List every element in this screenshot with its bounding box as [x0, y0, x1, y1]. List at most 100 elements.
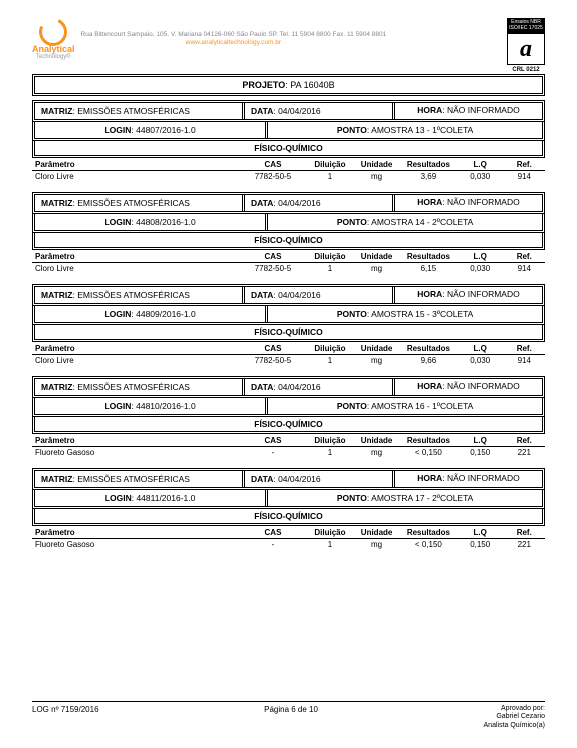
table-row: Fluoreto Gasoso - 1 mg < 0,150 0,150 221 — [32, 447, 545, 459]
company-logo: Analytical Technology® — [32, 18, 75, 60]
sample-block: MATRIZ: EMISSÕES ATMOSFÉRICAS DATA: 04/0… — [32, 468, 545, 550]
info-row-2: LOGIN: 44808/2016-1.0 PONTO: AMOSTRA 14 … — [32, 214, 545, 233]
ponto-cell: PONTO: AMOSTRA 17 - 2ºCOLETA — [268, 490, 542, 506]
table-row: Cloro Livre 7782-50-5 1 mg 6,15 0,030 91… — [32, 263, 545, 275]
col-ref: Ref. — [504, 251, 545, 263]
cert-logo-icon: a — [507, 33, 545, 65]
cell-ref: 914 — [504, 263, 545, 275]
section-header: FÍSICO-QUÍMICO — [32, 417, 545, 434]
col-cas: CAS — [239, 435, 306, 447]
col-parametro: Parâmetro — [32, 159, 239, 171]
ponto-cell: PONTO: AMOSTRA 13 - 1ºCOLETA — [268, 122, 542, 138]
cell-parametro: Fluoreto Gasoso — [32, 447, 239, 459]
cell-unidade: mg — [353, 447, 400, 459]
cell-cas: 7782-50-5 — [239, 171, 306, 183]
cell-lq: 0,150 — [457, 447, 504, 459]
cell-cas: - — [239, 539, 306, 551]
col-resultados: Resultados — [400, 159, 457, 171]
col-diluicao: Diluição — [307, 435, 354, 447]
section-header: FÍSICO-QUÍMICO — [32, 325, 545, 342]
cell-cas: - — [239, 447, 306, 459]
section-header: FÍSICO-QUÍMICO — [32, 141, 545, 158]
cell-resultados: 6,15 — [400, 263, 457, 275]
matriz-cell: MATRIZ: EMISSÕES ATMOSFÉRICAS — [35, 195, 245, 211]
cell-diluicao: 1 — [307, 171, 354, 183]
data-cell: DATA: 04/04/2016 — [245, 471, 395, 487]
col-diluicao: Diluição — [307, 527, 354, 539]
col-cas: CAS — [239, 527, 306, 539]
cell-cas: 7782-50-5 — [239, 263, 306, 275]
cert-standard: Ensaios NBR ISO/IEC 17025 — [507, 18, 545, 33]
project-bar: PROJETO: PA 16040B — [32, 74, 545, 96]
table-header-row: Parâmetro CAS Diluição Unidade Resultado… — [32, 527, 545, 539]
col-parametro: Parâmetro — [32, 435, 239, 447]
hora-cell: HORA: NÃO INFORMADO — [395, 379, 542, 395]
col-lq: L.Q — [457, 527, 504, 539]
col-cas: CAS — [239, 251, 306, 263]
table-header-row: Parâmetro CAS Diluição Unidade Resultado… — [32, 159, 545, 171]
col-ref: Ref. — [504, 527, 545, 539]
address-line: Rua Bittencourt Sampaio, 105. V. Mariana… — [81, 31, 387, 38]
col-diluicao: Diluição — [307, 343, 354, 355]
sample-block: MATRIZ: EMISSÕES ATMOSFÉRICAS DATA: 04/0… — [32, 284, 545, 366]
login-cell: LOGIN: 44807/2016-1.0 — [35, 122, 268, 138]
info-row-1: MATRIZ: EMISSÕES ATMOSFÉRICAS DATA: 04/0… — [32, 468, 545, 490]
info-row-2: LOGIN: 44807/2016-1.0 PONTO: AMOSTRA 13 … — [32, 122, 545, 141]
col-resultados: Resultados — [400, 527, 457, 539]
login-cell: LOGIN: 44809/2016-1.0 — [35, 306, 268, 322]
data-cell: DATA: 04/04/2016 — [245, 287, 395, 303]
hora-cell: HORA: NÃO INFORMADO — [395, 195, 542, 211]
table-row: Cloro Livre 7782-50-5 1 mg 9,66 0,030 91… — [32, 355, 545, 367]
matriz-cell: MATRIZ: EMISSÕES ATMOSFÉRICAS — [35, 379, 245, 395]
cell-lq: 0,030 — [457, 263, 504, 275]
cell-diluicao: 1 — [307, 263, 354, 275]
col-diluicao: Diluição — [307, 159, 354, 171]
info-row-1: MATRIZ: EMISSÕES ATMOSFÉRICAS DATA: 04/0… — [32, 100, 545, 122]
col-lq: L.Q — [457, 435, 504, 447]
login-cell: LOGIN: 44811/2016-1.0 — [35, 490, 268, 506]
info-row-1: MATRIZ: EMISSÕES ATMOSFÉRICAS DATA: 04/0… — [32, 376, 545, 398]
cell-diluicao: 1 — [307, 355, 354, 367]
col-diluicao: Diluição — [307, 251, 354, 263]
results-table: Parâmetro CAS Diluição Unidade Resultado… — [32, 435, 545, 458]
ponto-cell: PONTO: AMOSTRA 16 - 1ºCOLETA — [268, 398, 542, 414]
table-header-row: Parâmetro CAS Diluição Unidade Resultado… — [32, 343, 545, 355]
col-unidade: Unidade — [353, 251, 400, 263]
cell-parametro: Cloro Livre — [32, 263, 239, 275]
cell-parametro: Cloro Livre — [32, 171, 239, 183]
info-row-2: LOGIN: 44811/2016-1.0 PONTO: AMOSTRA 17 … — [32, 490, 545, 509]
col-lq: L.Q — [457, 343, 504, 355]
log-number: LOG nº 7159/2016 — [32, 705, 99, 714]
company-address: Rua Bittencourt Sampaio, 105. V. Mariana… — [81, 31, 387, 47]
cell-ref: 914 — [504, 355, 545, 367]
col-parametro: Parâmetro — [32, 251, 239, 263]
col-lq: L.Q — [457, 159, 504, 171]
table-header-row: Parâmetro CAS Diluição Unidade Resultado… — [32, 251, 545, 263]
cell-resultados: < 0,150 — [400, 447, 457, 459]
col-resultados: Resultados — [400, 435, 457, 447]
results-table: Parâmetro CAS Diluição Unidade Resultado… — [32, 159, 545, 182]
cell-ref: 221 — [504, 447, 545, 459]
page-footer: LOG nº 7159/2016 Página 6 de 10 Aprovado… — [32, 701, 545, 730]
sample-block: MATRIZ: EMISSÕES ATMOSFÉRICAS DATA: 04/0… — [32, 192, 545, 274]
info-row-1: MATRIZ: EMISSÕES ATMOSFÉRICAS DATA: 04/0… — [32, 284, 545, 306]
ponto-cell: PONTO: AMOSTRA 14 - 2ºCOLETA — [268, 214, 542, 230]
hora-cell: HORA: NÃO INFORMADO — [395, 471, 542, 487]
company-url: www.analyticaltechnology.com.br — [81, 39, 387, 47]
col-resultados: Resultados — [400, 343, 457, 355]
cell-resultados: 3,69 — [400, 171, 457, 183]
results-table: Parâmetro CAS Diluição Unidade Resultado… — [32, 251, 545, 274]
cell-resultados: < 0,150 — [400, 539, 457, 551]
login-cell: LOGIN: 44810/2016-1.0 — [35, 398, 268, 414]
col-parametro: Parâmetro — [32, 343, 239, 355]
cell-unidade: mg — [353, 355, 400, 367]
col-unidade: Unidade — [353, 527, 400, 539]
col-parametro: Parâmetro — [32, 527, 239, 539]
cell-ref: 914 — [504, 171, 545, 183]
sample-block: MATRIZ: EMISSÕES ATMOSFÉRICAS DATA: 04/0… — [32, 376, 545, 458]
table-header-row: Parâmetro CAS Diluição Unidade Resultado… — [32, 435, 545, 447]
cert-number: CRL 0212 — [507, 67, 545, 73]
cell-lq: 0,030 — [457, 171, 504, 183]
table-row: Fluoreto Gasoso - 1 mg < 0,150 0,150 221 — [32, 539, 545, 551]
page-number: Página 6 de 10 — [264, 705, 318, 714]
